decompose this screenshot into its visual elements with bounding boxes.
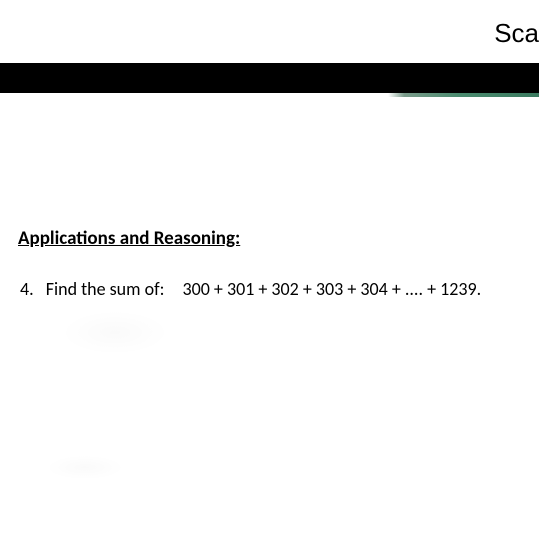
partial-header-text: Sca xyxy=(494,18,539,49)
problem-item: 4. Find the sum of: 300 + 301 + 302 + 30… xyxy=(18,278,521,300)
scan-artifact xyxy=(45,455,125,480)
gradient-accent-line xyxy=(0,93,539,97)
scan-artifact xyxy=(60,310,170,355)
problem-expression: 300 + 301 + 302 + 303 + 304 + .... + 123… xyxy=(182,278,481,300)
problem-number: 4. xyxy=(20,278,34,300)
black-separator-bar xyxy=(0,63,539,93)
document-content: Applications and Reasoning: 4. Find the … xyxy=(0,227,539,300)
section-heading: Applications and Reasoning: xyxy=(18,227,521,250)
problem-instruction: Find the sum of: xyxy=(46,278,165,300)
top-header-area: Sca xyxy=(0,0,539,63)
